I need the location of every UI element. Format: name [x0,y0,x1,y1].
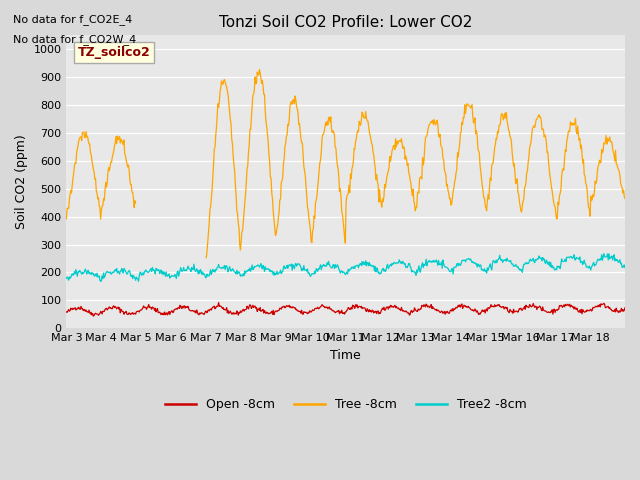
Open -8cm [63,309,70,315]
Tree -8cm [63,216,70,222]
Tree -8cm [621,195,629,201]
Open -8cm [281,305,289,311]
Tree2 -8cm [97,278,105,284]
Line: Open -8cm: Open -8cm [67,302,625,316]
Open -8cm [405,310,413,316]
Open -8cm [260,310,268,316]
Text: TZ_soilco2: TZ_soilco2 [77,46,150,59]
Tree -8cm [128,189,136,195]
X-axis label: Time: Time [330,348,361,361]
Tree2 -8cm [232,270,239,276]
Tree2 -8cm [404,263,412,269]
Tree -8cm [232,182,239,188]
Tree2 -8cm [129,276,136,282]
Open -8cm [215,300,223,305]
Tree2 -8cm [600,251,608,256]
Text: No data for f_CO2E_4: No data for f_CO2E_4 [13,14,132,25]
Tree2 -8cm [63,276,70,281]
Tree -8cm [259,83,267,89]
Open -8cm [90,313,97,319]
Line: Tree2 -8cm: Tree2 -8cm [67,253,625,281]
Open -8cm [436,310,444,315]
Title: Tonzi Soil CO2 Profile: Lower CO2: Tonzi Soil CO2 Profile: Lower CO2 [219,15,472,30]
Open -8cm [129,310,136,315]
Text: No data for f_CO2W_4: No data for f_CO2W_4 [13,34,136,45]
Open -8cm [232,311,240,317]
Tree2 -8cm [280,263,288,269]
Tree -8cm [280,156,288,162]
Open -8cm [621,305,629,311]
Y-axis label: Soil CO2 (ppm): Soil CO2 (ppm) [15,134,28,229]
Line: Tree -8cm: Tree -8cm [67,70,625,258]
Tree2 -8cm [435,262,443,267]
Tree -8cm [404,161,412,167]
Legend: Open -8cm, Tree -8cm, Tree2 -8cm: Open -8cm, Tree -8cm, Tree2 -8cm [160,393,532,416]
Tree2 -8cm [621,265,629,271]
Tree2 -8cm [259,263,267,268]
Tree -8cm [435,134,443,140]
